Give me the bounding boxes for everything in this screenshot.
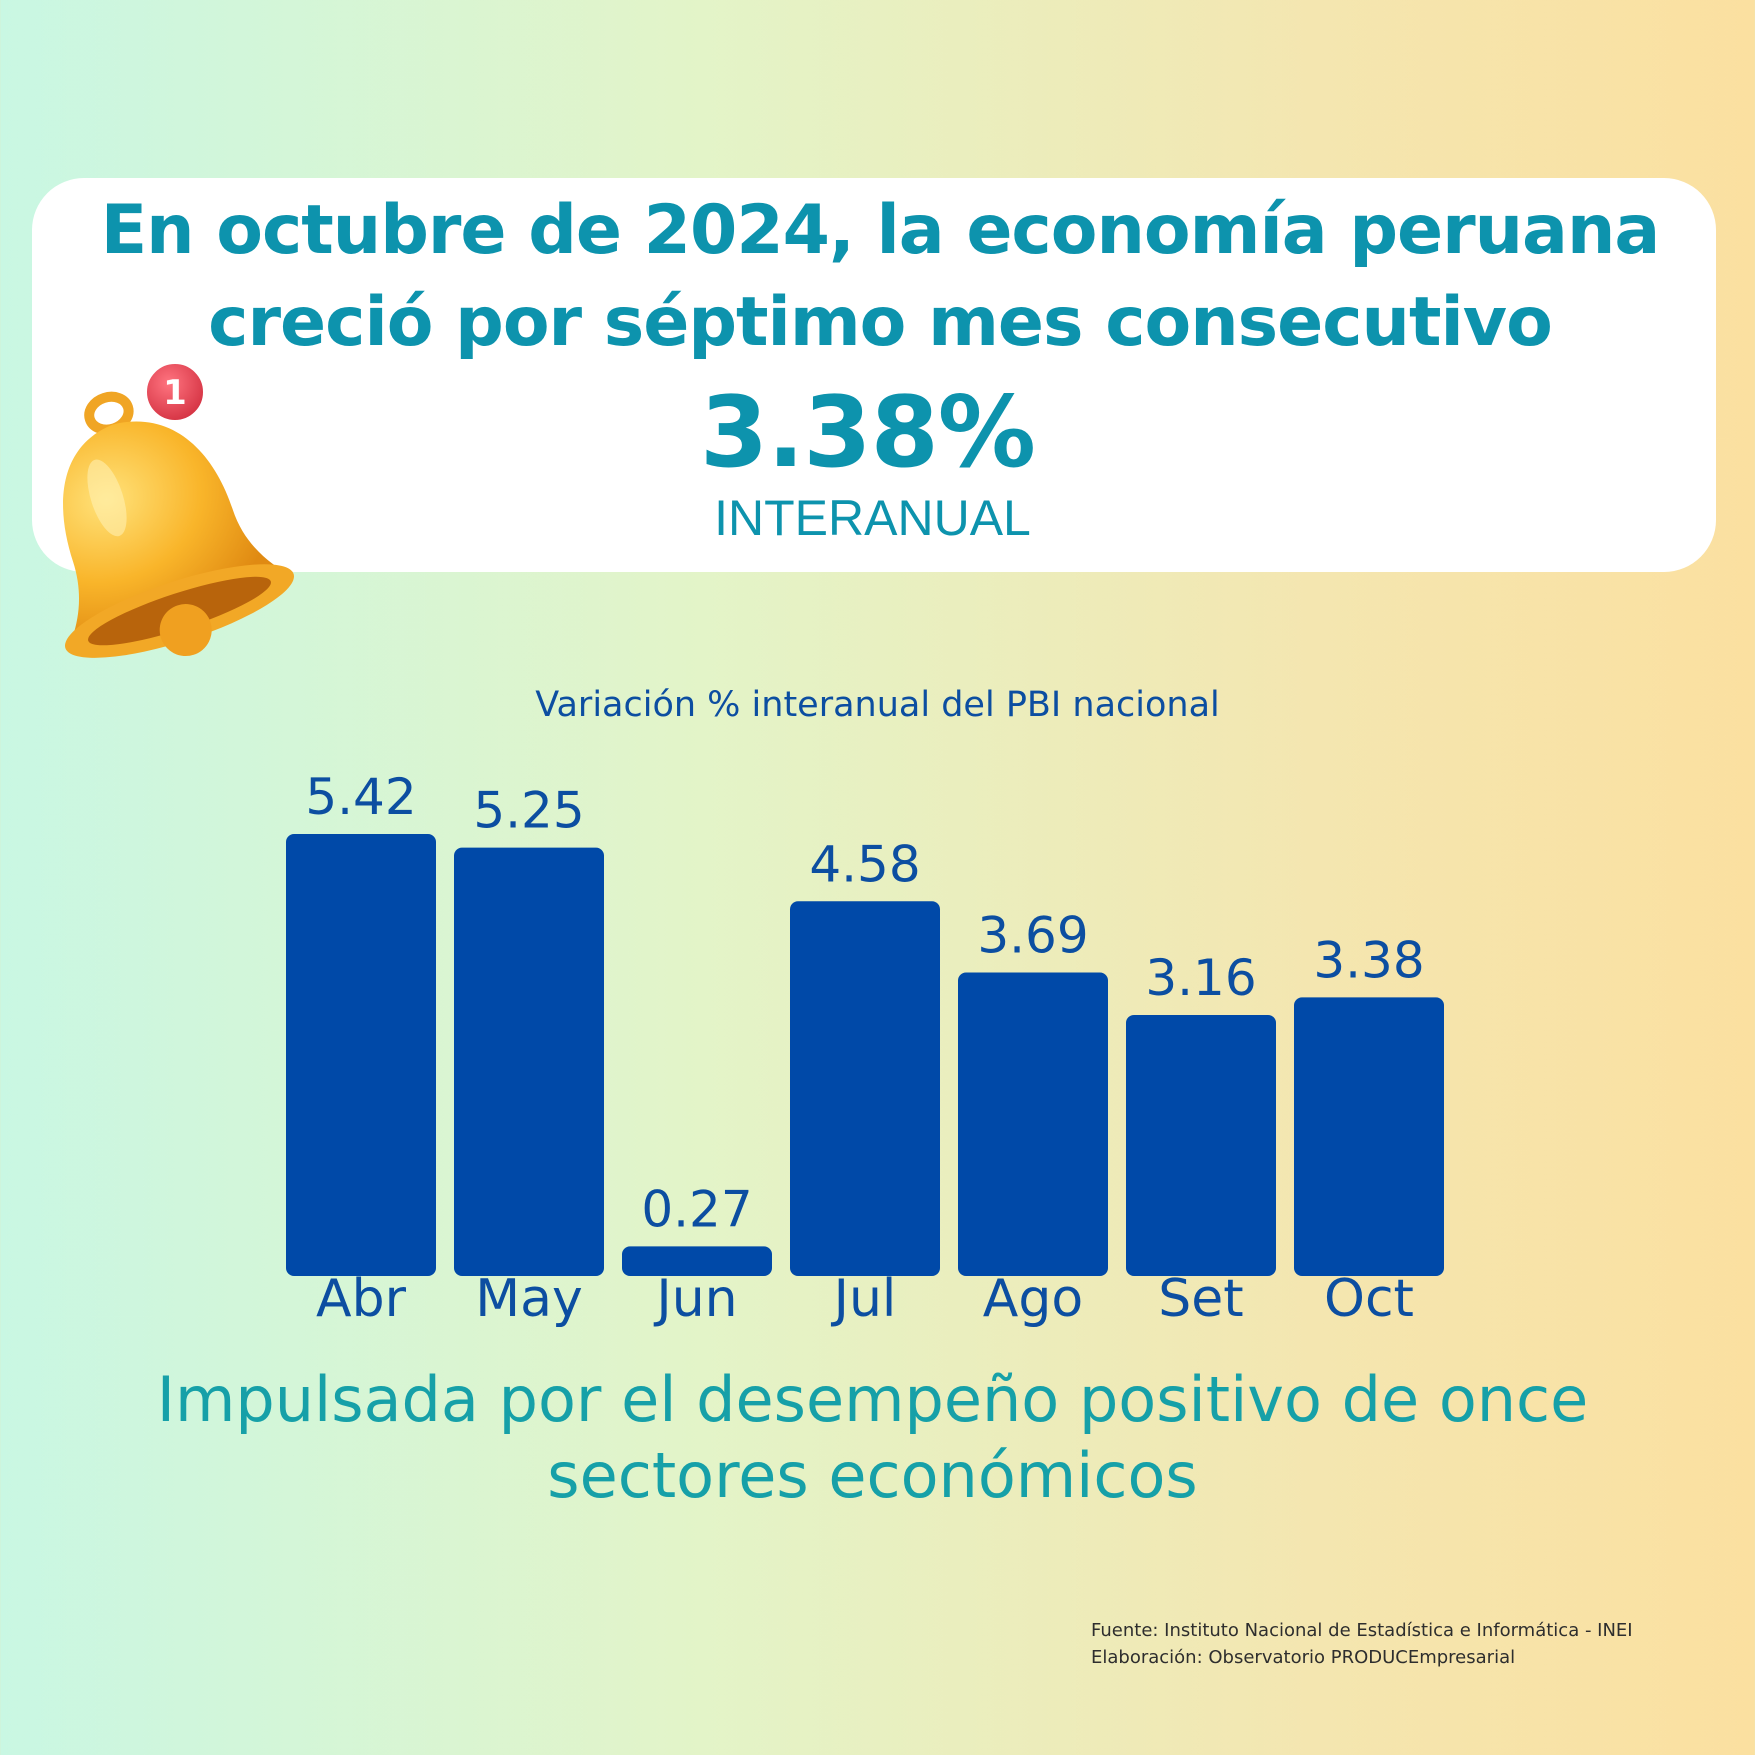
subtitle-line-2: sectores económicos bbox=[547, 1439, 1198, 1512]
bar-ago bbox=[958, 972, 1108, 1276]
bar-jun bbox=[622, 1246, 772, 1276]
bar-set bbox=[1126, 1014, 1276, 1276]
x-tick-label-oct: Oct bbox=[1324, 1269, 1414, 1329]
bar-oct bbox=[1294, 997, 1444, 1276]
bar-abr bbox=[286, 834, 436, 1276]
big-value: 3.38% bbox=[700, 376, 1036, 490]
headline-line-2: creció por séptimo mes consecutivo bbox=[208, 283, 1553, 362]
x-tick-label-may: May bbox=[475, 1269, 583, 1329]
bar-may bbox=[454, 847, 604, 1276]
x-tick-label-set: Set bbox=[1158, 1269, 1243, 1329]
value-label-may: 5.25 bbox=[473, 782, 584, 840]
headline: En octubre de 2024, la economía peruana … bbox=[60, 185, 1700, 369]
x-tick-label-ago: Ago bbox=[983, 1269, 1083, 1329]
chart-title: Variación % interanual del PBI nacional bbox=[535, 685, 1220, 725]
bell-icon: 1 bbox=[63, 360, 295, 658]
x-tick-label-jul: Jul bbox=[831, 1269, 897, 1329]
subtitle: Impulsada por el desempeño positivo de o… bbox=[60, 1362, 1685, 1514]
bell-badge-count: 1 bbox=[163, 373, 187, 413]
value-label-ago: 3.69 bbox=[977, 907, 1088, 965]
source-line: Fuente: Instituto Nacional de Estadístic… bbox=[1091, 1620, 1633, 1641]
subtitle-line-1: Impulsada por el desempeño positivo de o… bbox=[156, 1363, 1589, 1436]
x-tick-label-abr: Abr bbox=[316, 1269, 407, 1329]
credit-line: Elaboración: Observatorio PRODUCEmpresar… bbox=[1091, 1647, 1516, 1668]
big-value-caption: INTERANUAL bbox=[714, 490, 1031, 546]
value-label-abr: 5.42 bbox=[305, 768, 416, 826]
value-label-jul: 4.58 bbox=[809, 835, 920, 893]
bar-chart: 5.42 Abr 5.25 May 0.27 Jun 4.58 Jul 3.69 Ago 3.16 S… bbox=[286, 768, 1444, 1329]
header-card bbox=[32, 178, 1716, 572]
value-label-oct: 3.38 bbox=[1313, 931, 1424, 989]
value-label-set: 3.16 bbox=[1145, 949, 1256, 1007]
source-note: Fuente: Instituto Nacional de Estadístic… bbox=[1091, 1617, 1731, 1671]
headline-line-1: En octubre de 2024, la economía peruana bbox=[100, 191, 1661, 270]
x-tick-label-jun: Jun bbox=[653, 1269, 737, 1329]
value-label-jun: 0.27 bbox=[641, 1180, 752, 1238]
bar-jul bbox=[790, 901, 940, 1276]
